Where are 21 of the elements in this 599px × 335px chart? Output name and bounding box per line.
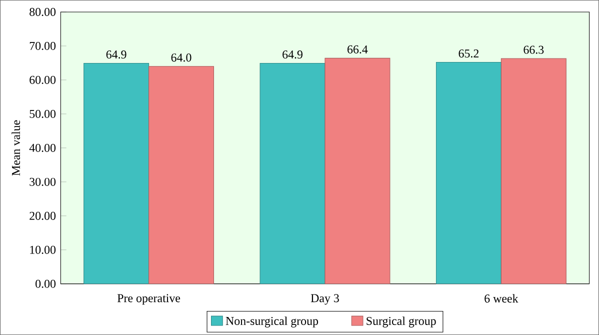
- x-tick-label: Day 3: [310, 294, 339, 305]
- data-label: 64.9: [106, 50, 126, 59]
- data-label: 64.0: [171, 54, 192, 62]
- legend-label: Non-surgical group: [226, 316, 318, 328]
- y-tick-label: 30.00: [30, 178, 56, 186]
- y-tick-label: 40.00: [29, 144, 56, 152]
- y-tick-label: 80.00: [30, 8, 56, 16]
- y-tick-label: 20.00: [30, 212, 56, 220]
- y-tick-label: 50.00: [30, 110, 56, 118]
- data-label: 64.9: [282, 50, 302, 59]
- data-label: 66.3: [524, 46, 544, 54]
- y-tick-label: 60.00: [30, 76, 56, 84]
- y-axis-title: Mean value: [12, 120, 20, 176]
- x-tick-label: 6 week: [484, 294, 518, 303]
- y-tick-label: 0.00: [36, 280, 56, 288]
- data-label: 66.4: [348, 45, 368, 54]
- y-tick-label: 70.00: [30, 42, 56, 50]
- data-label: 65.2: [458, 49, 479, 58]
- legend-label: Surgical group: [366, 316, 436, 328]
- y-tick-label: 10.00: [30, 246, 56, 254]
- x-tick-label: Pre operative: [117, 294, 180, 305]
